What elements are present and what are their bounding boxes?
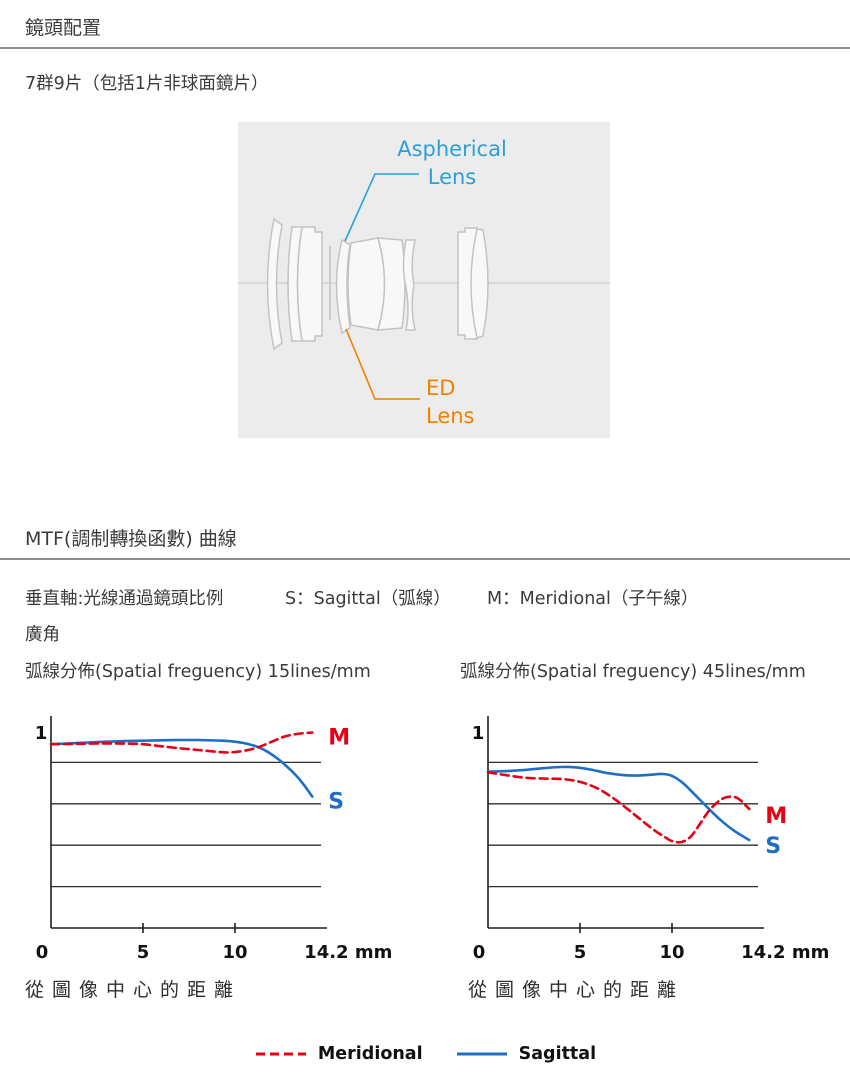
ed-callout-line — [345, 328, 420, 400]
vertical-axis-note: 垂直軸:光線通過鏡頭比例 — [25, 589, 224, 609]
series-sagittal-curve — [49, 738, 314, 798]
sagittal-line-swatch — [455, 1045, 509, 1064]
lens-config-title: 鏡頭配置 — [25, 17, 102, 39]
x-tick-label: 0 — [36, 942, 49, 963]
x-tick-label: 10 — [222, 942, 247, 963]
aspherical-callout-line — [344, 173, 419, 242]
lens-config-description: 7群9片（包括1片非球面鏡片） — [25, 74, 269, 94]
x-tick-label: 5 — [574, 942, 587, 963]
chart-title: 弧線分佈(Spatial freguency) 45lines/mm — [460, 662, 806, 682]
chart-x-caption: 從圖像中心的距離 — [468, 979, 685, 1001]
legend-item-sagittal: Sagittal — [455, 1044, 596, 1064]
lens-diagram: Aspherical Lens ED Lens — [238, 122, 610, 438]
lens-diagram-svg — [238, 173, 610, 400]
aspherical-ed-lens-element — [335, 238, 351, 335]
lens-element-9 — [470, 228, 489, 339]
x-tick-label: 10 — [659, 942, 684, 963]
wide-angle-label: 廣角 — [25, 625, 60, 645]
aspherical-lens-label: Aspherical Lens — [397, 137, 507, 189]
series-meridional-curve — [486, 771, 751, 844]
lens-element-7 — [402, 239, 416, 331]
mtf-chart-45lpmm: 弧線分佈(Spatial freguency) 45lines/mm 1 0 5 10… — [460, 658, 850, 1018]
sagittal-note: S：Sagittal（弧線） — [285, 589, 451, 609]
series-meridional-label: M — [765, 804, 787, 829]
chart-title: 弧線分佈(Spatial freguency) 15lines/mm — [25, 662, 371, 682]
x-tick-label: 14.2 mm — [741, 942, 829, 963]
legend-swatch-svg — [456, 1052, 507, 1055]
y-axis-top-label: 1 — [35, 723, 48, 744]
legend-item-meridional: Meridional — [254, 1044, 423, 1064]
chart-canvas: 1 0 5 10 14.2 mm S M — [462, 712, 850, 972]
legend-label: Meridional — [317, 1044, 423, 1064]
lens-element-3 — [296, 226, 323, 342]
lens-element-1 — [266, 217, 283, 351]
series-sagittal-label: S — [765, 834, 781, 859]
meridional-dash-swatch — [254, 1045, 308, 1064]
x-tick-label: 5 — [137, 942, 150, 963]
series-sagittal-label: S — [328, 790, 344, 815]
mtf-section-header: MTF(調制轉換函數) 曲線 — [0, 527, 850, 560]
series-meridional-label: M — [328, 726, 350, 751]
chart-canvas: 1 0 5 10 14.2 mm S M — [25, 712, 425, 972]
x-tick-label: 0 — [473, 942, 486, 963]
meridional-note: M：Meridional（子午線） — [487, 589, 699, 609]
mtf-chart-15lpmm: 弧線分佈(Spatial freguency) 15lines/mm 1 0 5 10… — [25, 658, 425, 1018]
y-axis-top-label: 1 — [472, 723, 485, 744]
legend-label: Sagittal — [518, 1044, 597, 1064]
lens-element-5 — [347, 237, 386, 331]
lens-config-section-header: 鏡頭配置 — [0, 16, 850, 49]
series-meridional-curve — [49, 731, 314, 754]
mtf-section-title: MTF(調制轉換函數) 曲線 — [25, 528, 237, 550]
legend-swatch-svg — [255, 1052, 306, 1055]
chart-x-caption: 從圖像中心的距離 — [25, 979, 242, 1001]
series-sagittal-curve — [486, 765, 751, 842]
x-tick-label: 14.2 mm — [304, 942, 392, 963]
mtf-legend: Meridional Sagittal — [0, 1044, 850, 1064]
ed-lens-label: ED Lens — [426, 376, 475, 428]
